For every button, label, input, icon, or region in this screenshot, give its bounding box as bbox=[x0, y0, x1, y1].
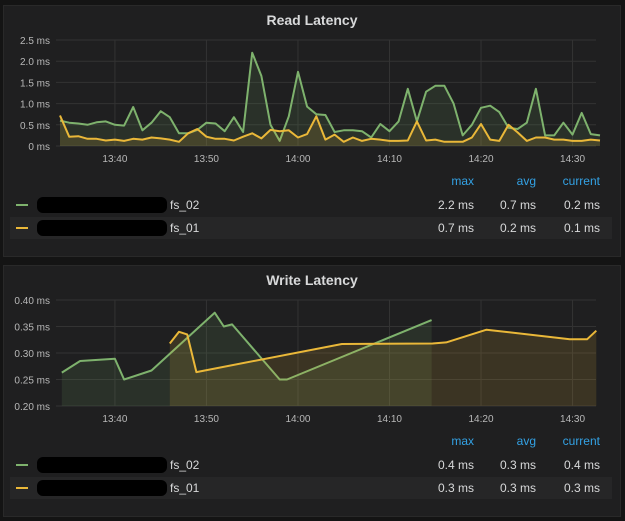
legend-row[interactable]: fs_01 0.7 ms 0.2 ms 0.1 ms bbox=[10, 217, 612, 239]
x-tick-label: 14:30 bbox=[560, 154, 585, 165]
avg-value: 0.2 ms bbox=[499, 221, 536, 235]
y-tick-label: 0.5 ms bbox=[20, 121, 50, 132]
x-tick-label: 14:00 bbox=[285, 154, 310, 165]
read-latency-chart[interactable]: 0 ms 0.5 ms 1.0 ms 1.5 ms 2.0 ms 2.5 ms 13:40 1… bbox=[4, 6, 620, 166]
y-tick-label: 1.5 ms bbox=[20, 78, 50, 89]
x-tick-label: 13:40 bbox=[102, 154, 127, 165]
max-value: 0.4 ms bbox=[437, 458, 474, 472]
redacted-name bbox=[37, 457, 167, 473]
y-tick-label: 1.0 ms bbox=[20, 100, 50, 111]
series-line-fs_01 bbox=[59, 115, 601, 143]
x-tick-label: 14:20 bbox=[469, 154, 494, 165]
x-tick-label: 14:10 bbox=[377, 414, 402, 425]
x-tick-label: 14:00 bbox=[285, 414, 310, 425]
legend-row[interactable]: fs_02 0.4 ms 0.3 ms 0.4 ms bbox=[10, 454, 612, 476]
current-value: 0.2 ms bbox=[563, 198, 600, 212]
current-value: 0.1 ms bbox=[563, 221, 600, 235]
max-value: 0.3 ms bbox=[437, 481, 474, 495]
read-latency-panel: Read Latency 0 ms 0.5 ms 1.0 ms 1.5 ms 2.0 m… bbox=[3, 5, 621, 257]
panel-title[interactable]: Read Latency bbox=[266, 12, 358, 28]
series-color-swatch[interactable] bbox=[16, 464, 28, 466]
max-value: 0.7 ms bbox=[437, 221, 474, 235]
series-line-fs_01 bbox=[169, 328, 597, 374]
avg-value: 0.3 ms bbox=[499, 458, 536, 472]
redacted-name bbox=[37, 480, 167, 496]
current-value: 0.4 ms bbox=[563, 458, 600, 472]
x-tick-label: 13:50 bbox=[194, 154, 219, 165]
series-area-fs_01 bbox=[60, 115, 600, 146]
redacted-name bbox=[37, 220, 167, 236]
series-name: fs_02 bbox=[170, 198, 200, 212]
series-color-swatch[interactable] bbox=[16, 227, 28, 229]
y-tick-label: 0.20 ms bbox=[14, 402, 50, 413]
x-tick-label: 14:10 bbox=[377, 154, 402, 165]
y-tick-label: 0.35 ms bbox=[14, 323, 50, 334]
series-area-fs_02 bbox=[61, 312, 432, 406]
legend-row[interactable]: fs_01 0.3 ms 0.3 ms 0.3 ms bbox=[10, 477, 612, 499]
legend-header-max[interactable]: max bbox=[451, 434, 474, 448]
series-line-fs_02 bbox=[61, 311, 432, 381]
series-area-fs_02 bbox=[60, 52, 600, 147]
series-name: fs_01 bbox=[170, 481, 200, 495]
legend-row[interactable]: fs_02 2.2 ms 0.7 ms 0.2 ms bbox=[10, 194, 612, 216]
series-color-swatch[interactable] bbox=[16, 487, 28, 489]
x-tick-label: 13:40 bbox=[102, 414, 127, 425]
legend-header-max[interactable]: max bbox=[451, 174, 474, 188]
y-tick-label: 2.5 ms bbox=[20, 36, 50, 47]
legend-header-avg[interactable]: avg bbox=[516, 434, 536, 448]
write-latency-chart[interactable]: 0.20 ms 0.25 ms 0.30 ms 0.35 ms 0.40 ms 13:40… bbox=[4, 266, 620, 426]
legend-header-avg[interactable]: avg bbox=[516, 174, 536, 188]
series-name: fs_02 bbox=[170, 458, 200, 472]
y-tick-label: 2.0 ms bbox=[20, 57, 50, 68]
current-value: 0.3 ms bbox=[563, 481, 600, 495]
x-tick-label: 14:20 bbox=[469, 414, 494, 425]
series-area-fs_01 bbox=[169, 329, 597, 406]
redacted-name bbox=[37, 197, 167, 213]
y-tick-label: 0.30 ms bbox=[14, 349, 50, 360]
x-tick-label: 13:50 bbox=[194, 414, 219, 425]
y-tick-label: 0.40 ms bbox=[14, 296, 50, 307]
series-color-swatch[interactable] bbox=[16, 204, 28, 206]
y-tick-label: 0 ms bbox=[28, 142, 50, 153]
legend-header-current[interactable]: current bbox=[562, 174, 600, 188]
panel-title[interactable]: Write Latency bbox=[266, 272, 358, 288]
max-value: 2.2 ms bbox=[437, 198, 474, 212]
avg-value: 0.3 ms bbox=[499, 481, 536, 495]
x-tick-label: 14:30 bbox=[560, 414, 585, 425]
avg-value: 0.7 ms bbox=[499, 198, 536, 212]
series-line-fs_02 bbox=[59, 51, 601, 142]
y-tick-label: 0.25 ms bbox=[14, 376, 50, 387]
legend-header-current[interactable]: current bbox=[562, 434, 600, 448]
write-latency-panel: Write Latency 0.20 ms 0.25 ms 0.30 ms 0.35 … bbox=[3, 265, 621, 517]
series-name: fs_01 bbox=[170, 221, 200, 235]
